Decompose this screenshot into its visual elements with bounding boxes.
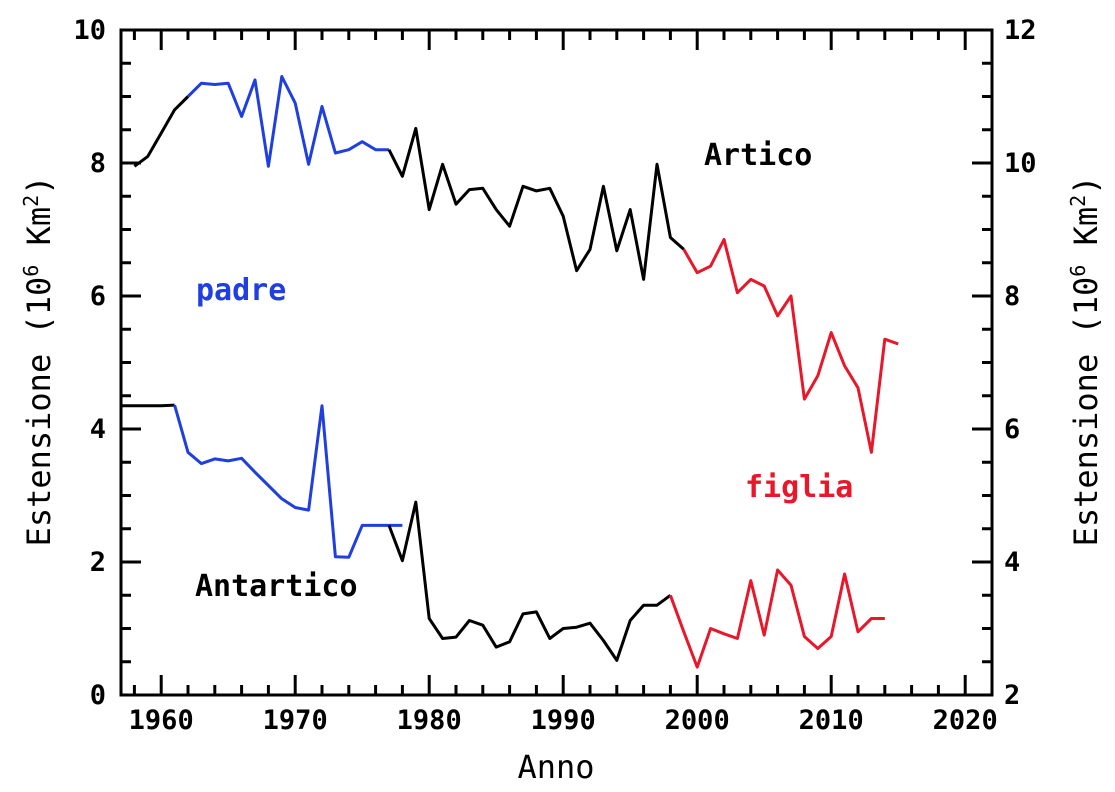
data-lines (121, 75, 899, 669)
series-line-antartico-4 (121, 403, 175, 408)
x-tick-label: 2000 (665, 705, 730, 736)
y-axis-title-left-close: ) (20, 176, 58, 195)
y-tick-label-left: 0 (90, 680, 106, 711)
y-axis-title-left-sup: 6 (19, 265, 43, 277)
y-tick-label-left: 4 (90, 414, 106, 445)
series-line-figlia-7 (668, 568, 885, 669)
y-axis-title-right-main: Estensione (10 (1067, 277, 1105, 547)
y-axis-title-left-main: Estensione (10 (20, 277, 58, 547)
x-axis-title: Anno (517, 748, 594, 786)
y-tick-label-right: 10 (1004, 148, 1037, 179)
svg-text:Estensione (106 Km2): Estensione (106 Km2) (19, 176, 58, 547)
annotation-antartico: Antartico (195, 569, 358, 604)
y-axis-title-right-space (1067, 245, 1105, 264)
series-line-artico-0 (133, 95, 190, 168)
x-tick-label: 1980 (397, 705, 462, 736)
svg-text:Estensione (106 Km2): Estensione (106 Km2) (1066, 176, 1105, 547)
y-tick-label-left: 6 (90, 281, 106, 312)
y-axis-title-right-sup: 6 (1066, 265, 1090, 277)
x-tick-label: 2010 (799, 705, 864, 736)
series-line-padre-1 (186, 75, 389, 168)
y-tick-label-right: 6 (1004, 414, 1020, 445)
annotation-figlia: figlia (745, 470, 853, 505)
y-axis-title-right-close: ) (1067, 176, 1105, 195)
annotation-padre: padre (196, 273, 286, 308)
series-line-figlia-3 (682, 238, 899, 454)
y-tick-label-right: 8 (1004, 281, 1020, 312)
x-tick-label: 1960 (129, 705, 194, 736)
x-tick-label: 1970 (263, 705, 328, 736)
series-line-artico-2 (387, 126, 685, 281)
y-tick-label-right: 12 (1004, 15, 1037, 46)
x-tick-label: 2020 (933, 705, 998, 736)
y-tick-label-left: 8 (90, 148, 106, 179)
y-axis-title-right: Estensione (106 Km2) (1066, 176, 1105, 547)
y-axis-title-right-unit: Km (1067, 207, 1105, 246)
y-axis-title-left-unit: Km (20, 207, 58, 246)
y-tick-label-right: 2 (1004, 680, 1020, 711)
annotation-artico: Artico (704, 138, 812, 173)
y-axis-title-right-unit-sup: 2 (1066, 195, 1090, 207)
tick-labels: 1960 1970 1980 1990 2000 2010 2020 0 2 4 6 8 10 2 4 6 8 1… (73, 15, 1036, 736)
y-tick-label-right: 4 (1004, 547, 1020, 578)
y-axis-title-left: Estensione (106 Km2) (19, 176, 58, 547)
x-tick-label: 1990 (531, 705, 596, 736)
series-line-padre-5 (173, 404, 403, 559)
y-tick-label-left: 10 (73, 15, 106, 46)
y-tick-label-left: 2 (90, 547, 106, 578)
series-line-antartico-6 (387, 500, 672, 662)
axis-ticks (121, 28, 994, 697)
y-axis-title-left-unit-sup: 2 (19, 195, 43, 207)
y-axis-title-left-space (20, 245, 58, 264)
